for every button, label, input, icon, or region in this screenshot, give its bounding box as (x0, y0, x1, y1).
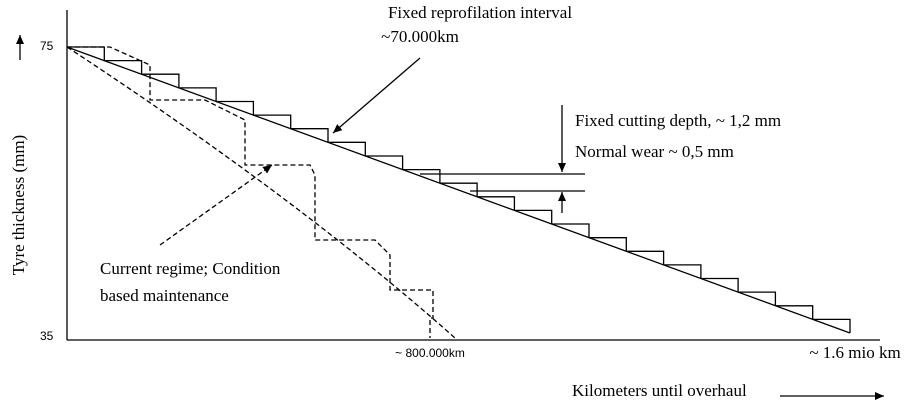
y-label: Tyre thickness (mm) (9, 135, 28, 275)
regime-label: based maintenance (100, 286, 229, 305)
interval-arrow (332, 57, 421, 134)
interval-label: Fixed reprofilation interval (388, 3, 572, 22)
regime-arrow (159, 164, 273, 246)
x-label: Kilometers until overhaul (572, 381, 747, 400)
condition-wear (66, 46, 456, 339)
condition-steps (67, 46, 434, 338)
y-top: 75 (40, 39, 54, 53)
x-mid: ~ 800.000km (395, 346, 465, 360)
reprofiling-steps (67, 46, 851, 333)
wear-line (66, 46, 851, 334)
cutting-label: Fixed cutting depth, ~ 1,2 mm (575, 111, 781, 130)
regime-label: Current regime; Condition (100, 259, 281, 278)
wear-label: Normal wear ~ 0,5 mm (575, 142, 734, 161)
x-end: ~ 1.6 mio km (809, 343, 900, 362)
y-bottom: 35 (40, 329, 54, 343)
interval-label: ~70.000km (381, 27, 459, 46)
